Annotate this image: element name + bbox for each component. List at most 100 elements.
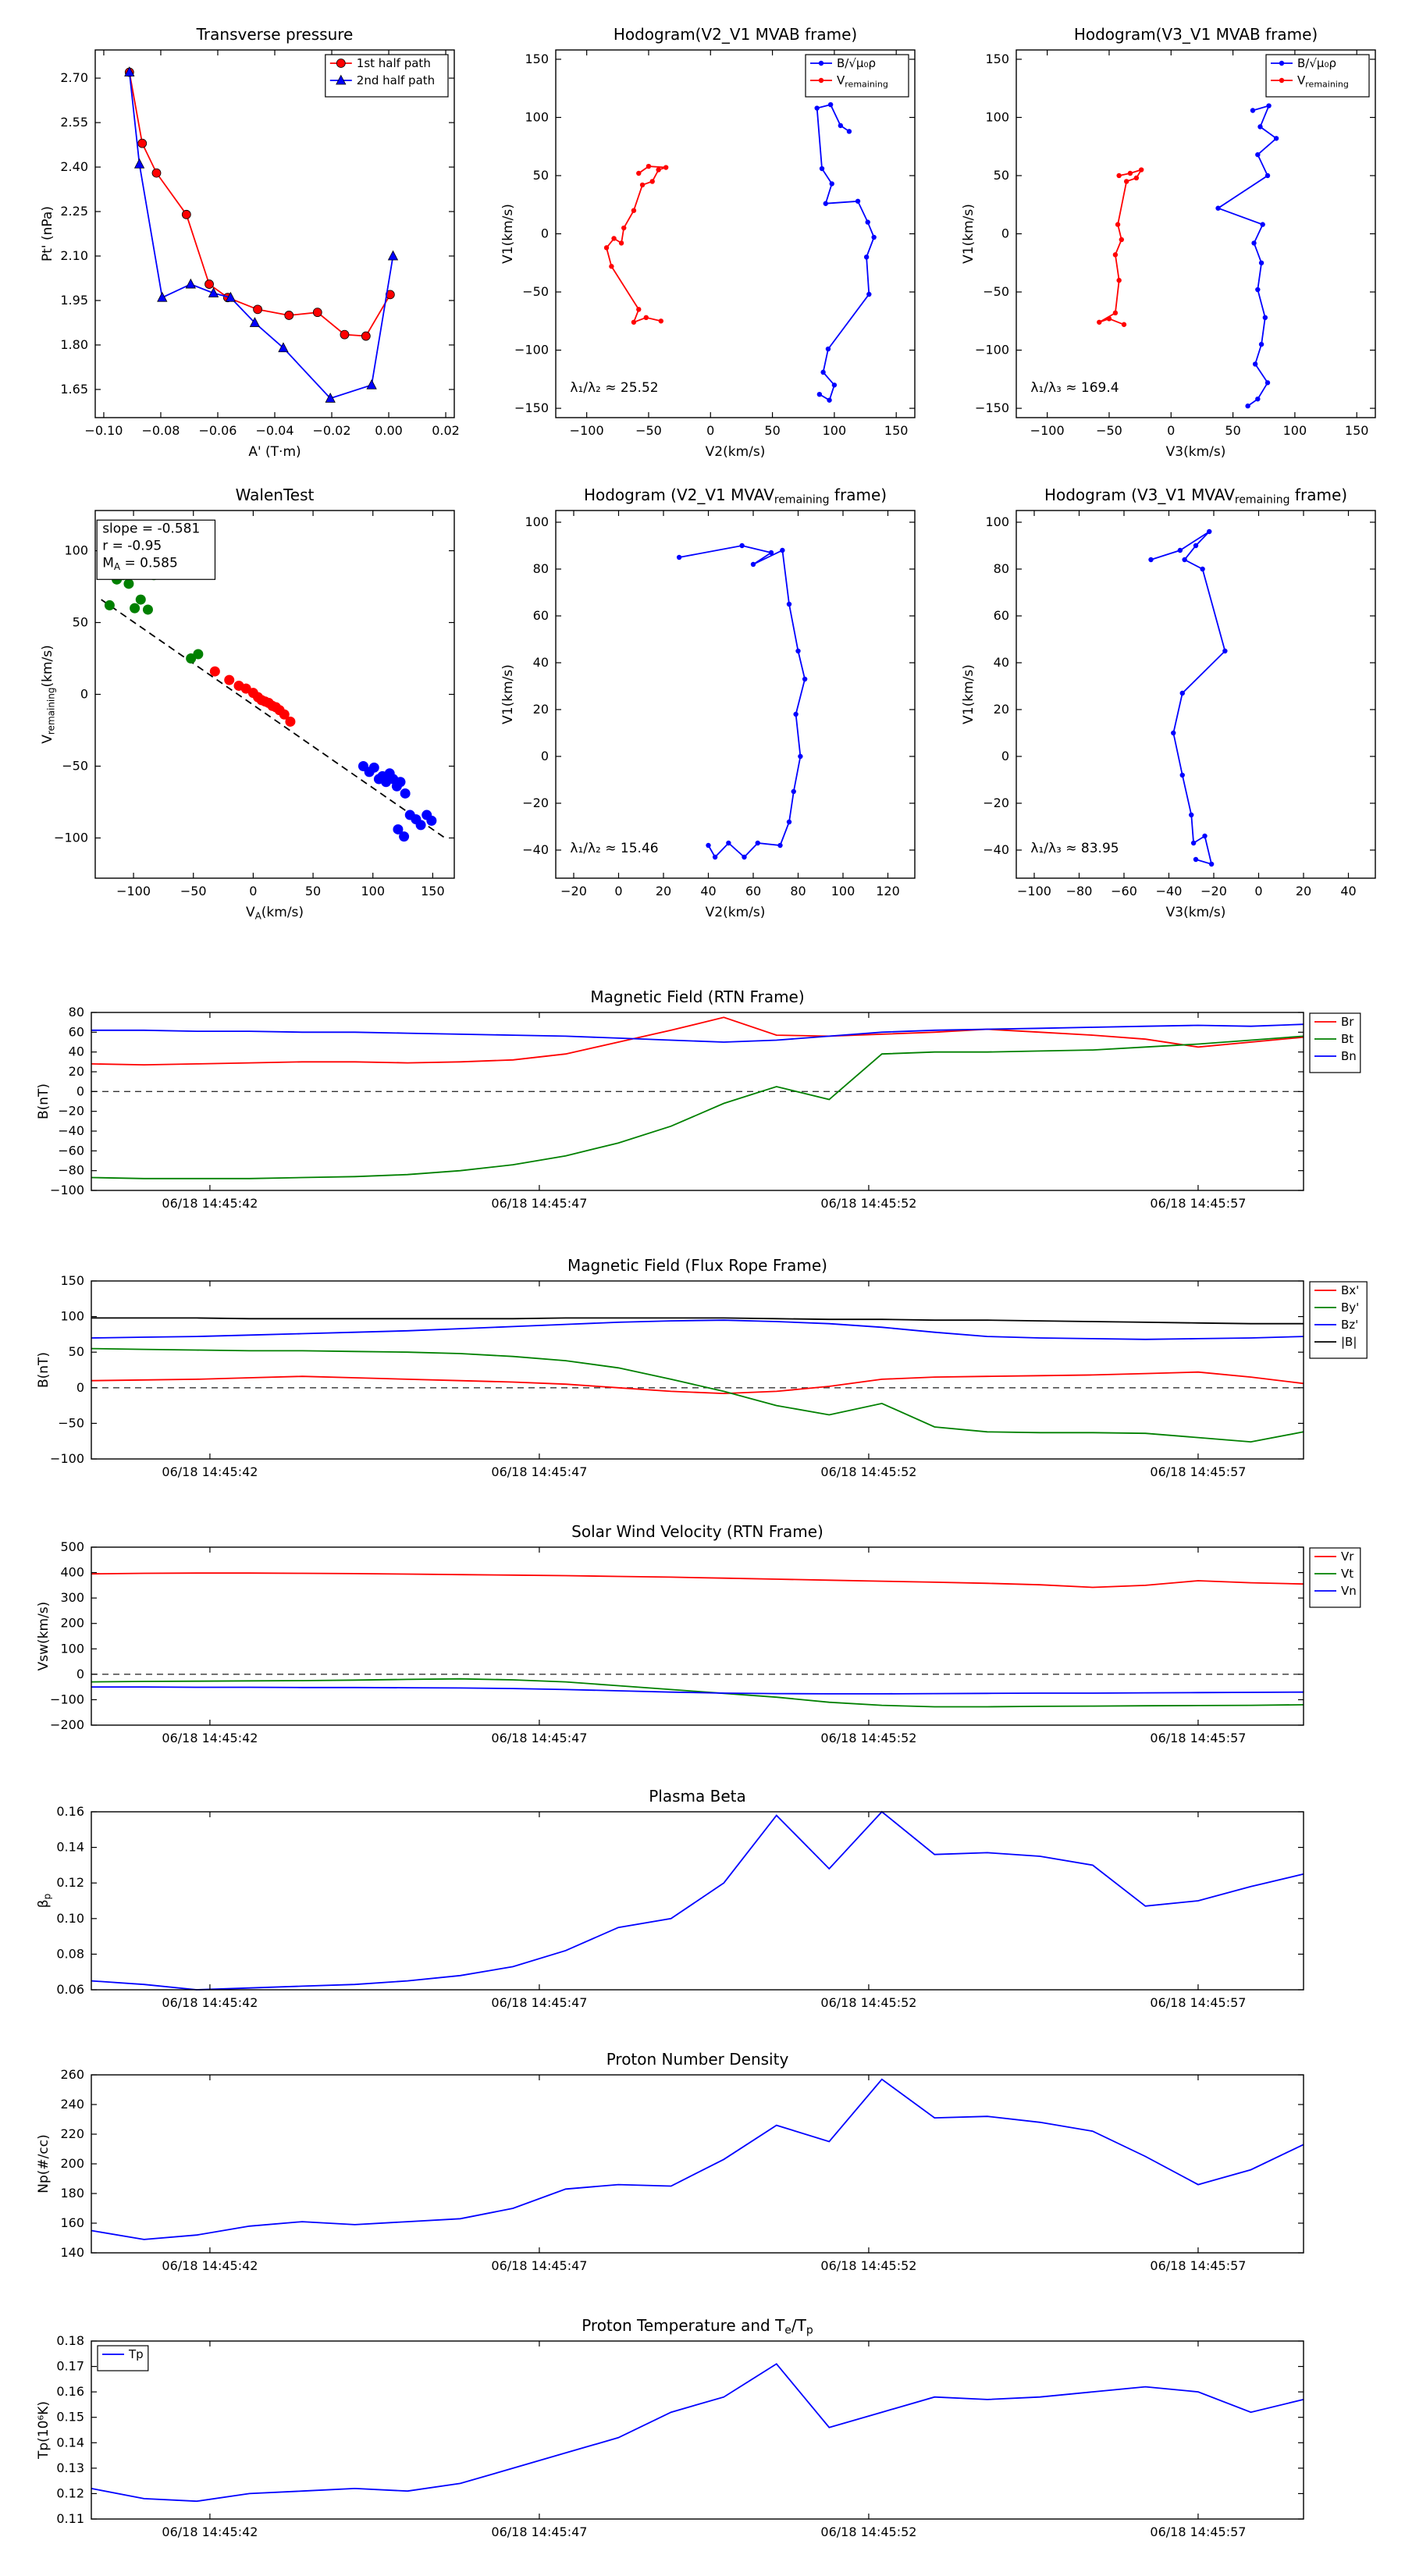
panel-plasma-beta: 06/18 14:45:42 06/18 14:45:47 06/18 14:45:… (20, 1779, 1393, 2021)
axes-frame (91, 1546, 1304, 1726)
x-axis-label: VA(km/s) (246, 905, 304, 922)
y-tick-label: 40 (533, 655, 549, 670)
axis-ticks: −100 −50 0 50 100 150 −150 −100 −50 0 50 100 150 (975, 50, 1375, 438)
y-tick-label: 160 (60, 2215, 84, 2230)
series-B/√μ₀ρ (814, 101, 877, 403)
panel-transverse-pressure: −0.10 −0.08 −0.06 −0.04 −0.02 0.00 0.02 1.65 1.8… (23, 17, 468, 466)
axes-frame (555, 49, 916, 418)
y-tick-label: −50 (983, 284, 1009, 299)
axis-ticks: −20 0 20 40 60 80 100 120 −40 −20 0 20 40 60 80 100 (522, 511, 915, 898)
y-tick-label: 0.14 (56, 1840, 84, 1855)
x-tick-label: 60 (745, 884, 761, 898)
y-tick-label: −100 (514, 343, 549, 358)
x-tick-label: 06/18 14:45:42 (162, 2258, 258, 2273)
legend-label: Br (1341, 1015, 1354, 1029)
x-tick-label: −50 (635, 423, 662, 438)
y-tick-label: 20 (994, 702, 1009, 717)
y-tick-label: 180 (60, 2186, 84, 2201)
series-Bt (91, 1035, 1304, 1179)
panel-solar-wind-velocity: 06/18 14:45:42 06/18 14:45:47 06/18 14:45:… (20, 1514, 1393, 1756)
axes-frame (91, 2340, 1304, 2520)
y-tick-label: 0 (541, 226, 549, 241)
series-Bx' (91, 1371, 1304, 1395)
series-group (91, 2078, 1304, 2240)
chart-svg-hodogram-v2v1-mvav: −20 0 20 40 60 80 100 120 −40 −20 0 20 40 60 80 100 Hodo… (500, 486, 916, 920)
annotation-text: λ₁/λ₃ ≈ 169.4 (1030, 380, 1119, 396)
series-Vr (91, 1572, 1304, 1589)
x-tick-label: 06/18 14:45:47 (491, 2524, 587, 2539)
y-tick-label: −20 (58, 1104, 84, 1119)
chart-title: Transverse pressure (196, 25, 354, 44)
y-tick-label: −150 (975, 400, 1009, 415)
x-tick-label: 100 (823, 423, 847, 438)
y-tick-label: −50 (62, 758, 88, 773)
axes-frame (1016, 510, 1376, 879)
legend-label: 2nd half path (357, 73, 435, 87)
y-tick-label: 240 (60, 2097, 84, 2112)
series-group (603, 101, 877, 403)
x-tick-label: 06/18 14:45:52 (820, 1464, 916, 1479)
chart-svg-hodogram-v3v1-mvab: −100 −50 0 50 100 150 −150 −100 −50 0 50 100 150 Hodo… (961, 25, 1376, 460)
x-tick-label: 06/18 14:45:57 (1150, 1196, 1246, 1211)
x-tick-label: −0.06 (198, 423, 237, 438)
axis-ticks: −100 −80 −60 −40 −20 0 20 40 −40 −20 0 20 40 60 80 100 (983, 511, 1375, 898)
x-tick-label: 06/18 14:45:57 (1150, 1731, 1246, 1745)
y-tick-label: 150 (985, 52, 1009, 66)
axes-frame (91, 1811, 1304, 1991)
chart-title: Hodogram (V3_V1 MVAVremaining frame) (1044, 486, 1347, 507)
legend-label: B/√μ₀ρ (1297, 56, 1336, 70)
x-tick-label: 100 (361, 884, 385, 898)
panel-magnetic-field-rtn: 06/18 14:45:42 06/18 14:45:47 06/18 14:45:… (20, 980, 1393, 1222)
y-tick-label: 220 (60, 2126, 84, 2141)
axes-frame (555, 510, 916, 879)
legend-label: Vt (1341, 1567, 1353, 1581)
axes-frame (91, 1280, 1304, 1460)
chart-svg-solar-wind-velocity: 06/18 14:45:42 06/18 14:45:47 06/18 14:45:… (36, 1522, 1361, 1745)
y-tick-label: 2.55 (60, 115, 88, 130)
series-group (91, 1810, 1304, 1991)
y-tick-label: −40 (522, 842, 549, 857)
series-Tp (91, 2363, 1304, 2503)
axes-frame (94, 49, 455, 418)
annotation-box (96, 519, 216, 580)
y-tick-label: −150 (514, 400, 549, 415)
y-tick-label: 0.12 (56, 2485, 84, 2500)
panel-proton-number-density: 06/18 14:45:42 06/18 14:45:47 06/18 14:45:… (20, 2042, 1393, 2284)
x-tick-label: 50 (305, 884, 321, 898)
y-tick-label: 100 (985, 514, 1009, 529)
x-tick-label: −100 (570, 423, 604, 438)
x-tick-label: 06/18 14:45:47 (491, 1731, 587, 1745)
series-Vn (91, 1686, 1304, 1695)
annotation-text: MA = 0.585 (102, 555, 178, 572)
axis-ticks: 06/18 14:45:42 06/18 14:45:47 06/18 14:45:… (56, 2333, 1304, 2539)
legend-label: Bz' (1341, 1318, 1358, 1332)
chart-svg-proton-number-density: 06/18 14:45:42 06/18 14:45:47 06/18 14:45:… (36, 2050, 1304, 2273)
y-tick-label: 0 (76, 1380, 84, 1395)
chart-svg-hodogram-v3v1-mvav: −100 −80 −60 −40 −20 0 20 40 −40 −20 0 20 40 60 80 100 H… (961, 486, 1376, 920)
y-tick-label: 100 (60, 1309, 84, 1324)
series-group (91, 1317, 1304, 1443)
x-axis-label: V2(km/s) (706, 444, 766, 460)
series-Vremaining (1097, 167, 1144, 327)
legend-label: |B| (1341, 1335, 1357, 1349)
y-tick-label: 0.16 (56, 2384, 84, 2399)
x-tick-label: 06/18 14:45:42 (162, 1196, 258, 1211)
x-tick-label: 0 (706, 423, 714, 438)
x-tick-label: −0.04 (255, 423, 293, 438)
y-tick-label: 0.15 (56, 2410, 84, 2425)
y-tick-label: −100 (50, 1451, 84, 1466)
y-tick-label: 0 (80, 687, 88, 702)
series-Np (91, 2078, 1304, 2240)
legend-label: Bx' (1341, 1283, 1359, 1297)
x-tick-label: 0.00 (375, 423, 403, 438)
chart-title: Plasma Beta (649, 1787, 746, 1806)
y-axis-label: Tp(10⁶K) (36, 2401, 52, 2460)
chart-title: Magnetic Field (RTN Frame) (590, 987, 804, 1006)
y-tick-label: 0.14 (56, 2435, 84, 2450)
y-tick-label: 100 (64, 543, 88, 558)
panel-hodogram-v2v1-mvav: −20 0 20 40 60 80 100 120 −40 −20 0 20 40 60 80 100 Hodo… (484, 478, 929, 927)
x-tick-label: 06/18 14:45:42 (162, 1731, 258, 1745)
y-axis-label: Np(#/cc) (36, 2134, 52, 2193)
x-tick-label: 0 (1254, 884, 1262, 898)
x-axis-label: A' (T·m) (248, 444, 301, 460)
